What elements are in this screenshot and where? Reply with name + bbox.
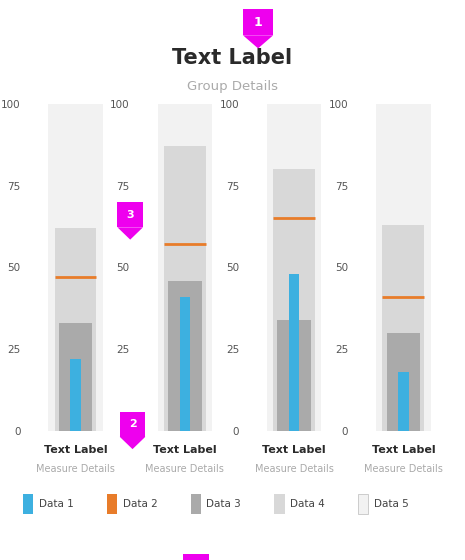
Text: Measure Details: Measure Details xyxy=(364,464,443,474)
Bar xyxy=(158,104,212,431)
FancyBboxPatch shape xyxy=(358,494,368,514)
FancyBboxPatch shape xyxy=(274,494,285,514)
Bar xyxy=(273,169,315,431)
Text: Measure Details: Measure Details xyxy=(255,464,333,474)
Text: Measure Details: Measure Details xyxy=(146,464,224,474)
Bar xyxy=(289,274,299,431)
Bar xyxy=(277,320,311,431)
Bar xyxy=(386,333,420,431)
Text: Data 4: Data 4 xyxy=(290,500,325,509)
Text: Measure Details: Measure Details xyxy=(36,464,115,474)
Polygon shape xyxy=(243,35,273,48)
Text: Text Label: Text Label xyxy=(153,445,217,455)
Text: 2: 2 xyxy=(129,419,136,429)
Text: Text Label: Text Label xyxy=(372,445,435,455)
Text: 1: 1 xyxy=(254,16,262,29)
Text: Text Label: Text Label xyxy=(173,49,292,68)
Text: Group Details: Group Details xyxy=(187,80,278,93)
Bar xyxy=(54,228,97,431)
Bar xyxy=(48,104,103,431)
Bar xyxy=(267,104,321,431)
Text: Data 1: Data 1 xyxy=(39,500,74,509)
Text: Text Label: Text Label xyxy=(262,445,326,455)
Bar xyxy=(70,359,81,431)
Bar xyxy=(398,372,409,431)
Bar xyxy=(376,104,431,431)
Text: Data 5: Data 5 xyxy=(374,500,409,509)
Bar xyxy=(59,323,92,431)
Bar xyxy=(179,297,190,431)
Bar xyxy=(168,281,202,431)
Text: Text Label: Text Label xyxy=(44,445,107,455)
FancyBboxPatch shape xyxy=(107,494,117,514)
FancyBboxPatch shape xyxy=(243,9,273,35)
Text: 3: 3 xyxy=(126,209,134,220)
Text: Data 2: Data 2 xyxy=(123,500,158,509)
Text: Data 3: Data 3 xyxy=(206,500,241,509)
Bar xyxy=(164,146,206,431)
Bar xyxy=(382,225,424,431)
FancyBboxPatch shape xyxy=(23,494,33,514)
FancyBboxPatch shape xyxy=(191,494,201,514)
